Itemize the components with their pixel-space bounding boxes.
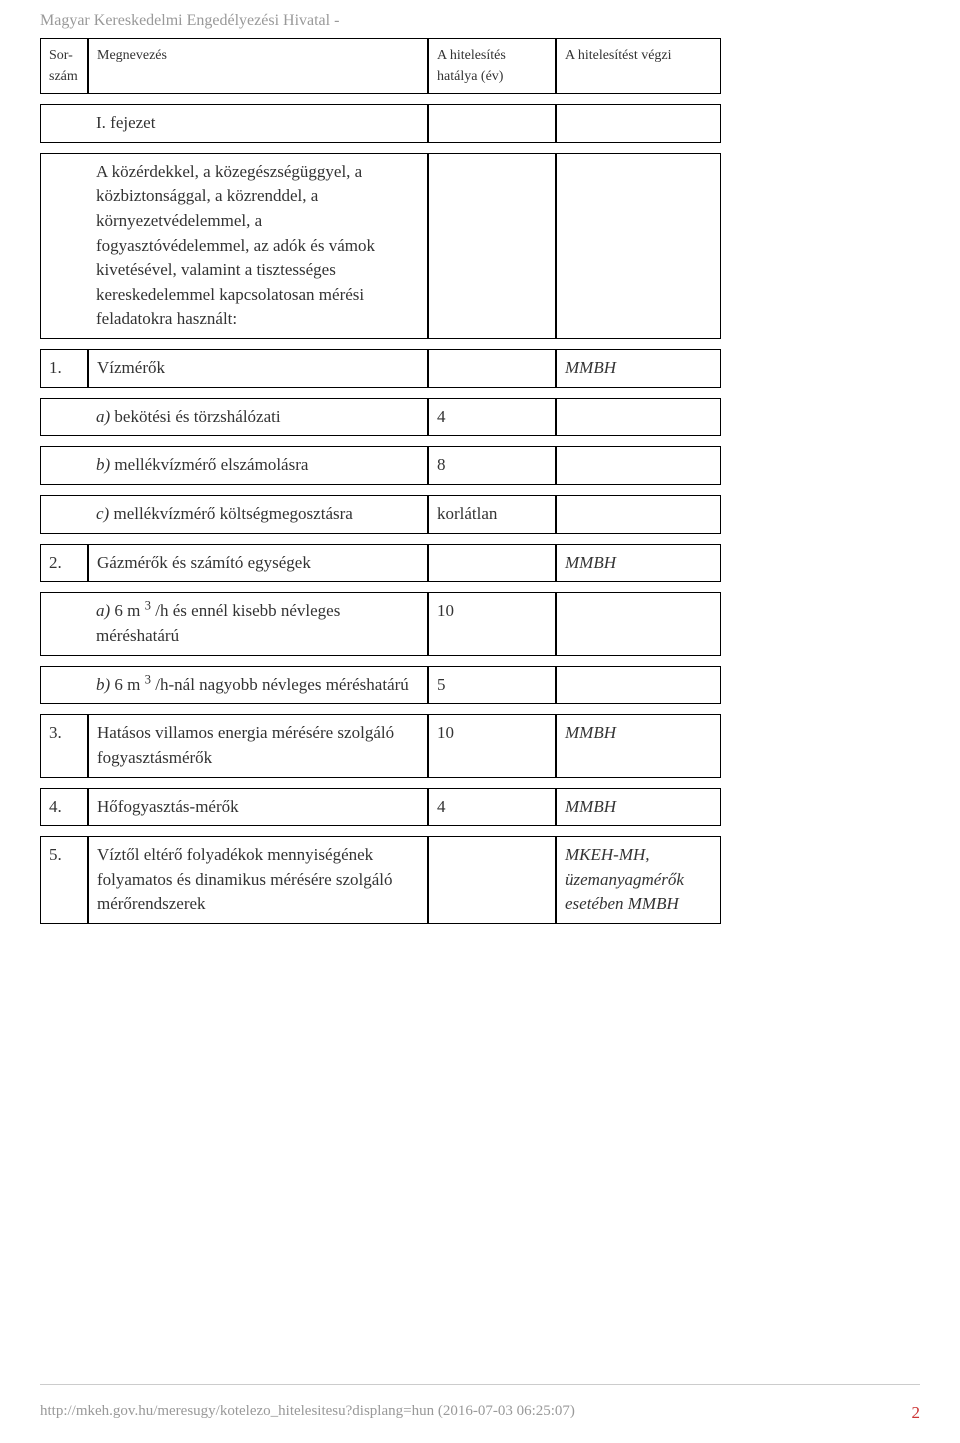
chapter-validity — [428, 104, 556, 143]
row-1b-performer — [556, 446, 721, 485]
row-2a-pre: 6 m — [110, 601, 144, 620]
row-5-performer: MKEH-MH, üzemanyagmérők esetében MMBH — [556, 836, 721, 924]
page-footer: http://mkeh.gov.hu/meresugy/kotelezo_hit… — [40, 1393, 920, 1443]
col-sorszam: Sor-szám — [40, 38, 88, 94]
footer-rule — [40, 1384, 920, 1385]
page-header: Magyar Kereskedelmi Engedélyezési Hivata… — [40, 0, 920, 38]
col-performer: A hitelesítést végzi — [556, 38, 721, 94]
row-1b: b) mellékvízmérő elszámolásra 8 — [40, 446, 920, 485]
row-2b: b) 6 m 3 /h-nál nagyobb névleges mérésha… — [40, 666, 920, 705]
row-1a-val: 4 — [428, 398, 556, 437]
table-header-row: Sor-szám Megnevezés A hitelesítés hatály… — [40, 38, 920, 94]
row-1c-val: korlátlan — [428, 495, 556, 534]
row-2b-pre: 6 m — [110, 675, 144, 694]
intro-performer — [556, 153, 721, 339]
row-1a-text: bekötési és törzshálózati — [110, 407, 280, 426]
row-3-val: 10 — [428, 714, 556, 777]
row-2b-val: 5 — [428, 666, 556, 705]
chapter-cell-left — [40, 104, 88, 143]
row-4-performer: MMBH — [556, 788, 721, 827]
row-1a: a) bekötési és törzshálózati 4 — [40, 398, 920, 437]
intro-row: A közérdekkel, a közegészségüggyel, a kö… — [40, 153, 920, 339]
row-1-val — [428, 349, 556, 388]
row-3-no: 3. — [40, 714, 88, 777]
row-2a-left — [40, 592, 88, 655]
row-1b-left — [40, 446, 88, 485]
intro-left — [40, 153, 88, 339]
row-5-no: 5. — [40, 836, 88, 924]
row-1b-letter: b) — [96, 455, 110, 474]
row-1a-name: a) bekötési és törzshálózati — [88, 398, 428, 437]
intro-validity — [428, 153, 556, 339]
row-1b-name: b) mellékvízmérő elszámolásra — [88, 446, 428, 485]
row-1c: c) mellékvízmérő költségmegosztásra korl… — [40, 495, 920, 534]
row-4-name: Hőfogyasztás-mérők — [88, 788, 428, 827]
row-1a-left — [40, 398, 88, 437]
row-4: 4. Hőfogyasztás-mérők 4 MMBH — [40, 788, 920, 827]
row-2a: a) 6 m 3 /h és ennél kisebb névleges mér… — [40, 592, 920, 655]
row-4-no: 4. — [40, 788, 88, 827]
row-2-name: Gázmérők és számító egységek — [88, 544, 428, 583]
intro-text: A közérdekkel, a közegészségüggyel, a kö… — [88, 153, 428, 339]
page-number: 2 — [912, 1403, 921, 1423]
col-megnevezes: Megnevezés — [88, 38, 428, 94]
footer-url: http://mkeh.gov.hu/meresugy/kotelezo_hit… — [40, 1403, 575, 1423]
row-1c-text: mellékvízmérő költségmegosztásra — [109, 504, 353, 523]
chapter-label: I. fejezet — [88, 104, 428, 143]
row-3-performer: MMBH — [556, 714, 721, 777]
row-2b-post: /h-nál nagyobb névleges méréshatárú — [151, 675, 409, 694]
row-2a-performer — [556, 592, 721, 655]
row-2b-left — [40, 666, 88, 705]
row-5-val — [428, 836, 556, 924]
row-1-no: 1. — [40, 349, 88, 388]
row-1c-left — [40, 495, 88, 534]
row-1b-val: 8 — [428, 446, 556, 485]
col-validity: A hitelesítés hatálya (év) — [428, 38, 556, 94]
row-1a-performer — [556, 398, 721, 437]
row-1c-performer — [556, 495, 721, 534]
row-2b-performer — [556, 666, 721, 705]
row-2-no: 2. — [40, 544, 88, 583]
row-2a-val: 10 — [428, 592, 556, 655]
row-2: 2. Gázmérők és számító egységek MMBH — [40, 544, 920, 583]
row-5: 5. Víztől eltérő folyadékok mennyiségéne… — [40, 836, 920, 924]
chapter-row: I. fejezet — [40, 104, 920, 143]
row-5-name: Víztől eltérő folyadékok mennyiségének f… — [88, 836, 428, 924]
row-1: 1. Vízmérők MMBH — [40, 349, 920, 388]
row-2b-name: b) 6 m 3 /h-nál nagyobb névleges mérésha… — [88, 666, 428, 705]
row-1-performer: MMBH — [556, 349, 721, 388]
row-1c-name: c) mellékvízmérő költségmegosztásra — [88, 495, 428, 534]
row-1c-letter: c) — [96, 504, 109, 523]
row-2-val — [428, 544, 556, 583]
row-2-performer: MMBH — [556, 544, 721, 583]
row-1-name: Vízmérők — [88, 349, 428, 388]
row-2b-letter: b) — [96, 675, 110, 694]
row-3-name: Hatásos villamos energia mérésére szolgá… — [88, 714, 428, 777]
row-2a-name: a) 6 m 3 /h és ennél kisebb névleges mér… — [88, 592, 428, 655]
row-4-val: 4 — [428, 788, 556, 827]
row-1b-text: mellékvízmérő elszámolásra — [110, 455, 308, 474]
row-2a-letter: a) — [96, 601, 110, 620]
chapter-performer — [556, 104, 721, 143]
row-3: 3. Hatásos villamos energia mérésére szo… — [40, 714, 920, 777]
row-1a-letter: a) — [96, 407, 110, 426]
